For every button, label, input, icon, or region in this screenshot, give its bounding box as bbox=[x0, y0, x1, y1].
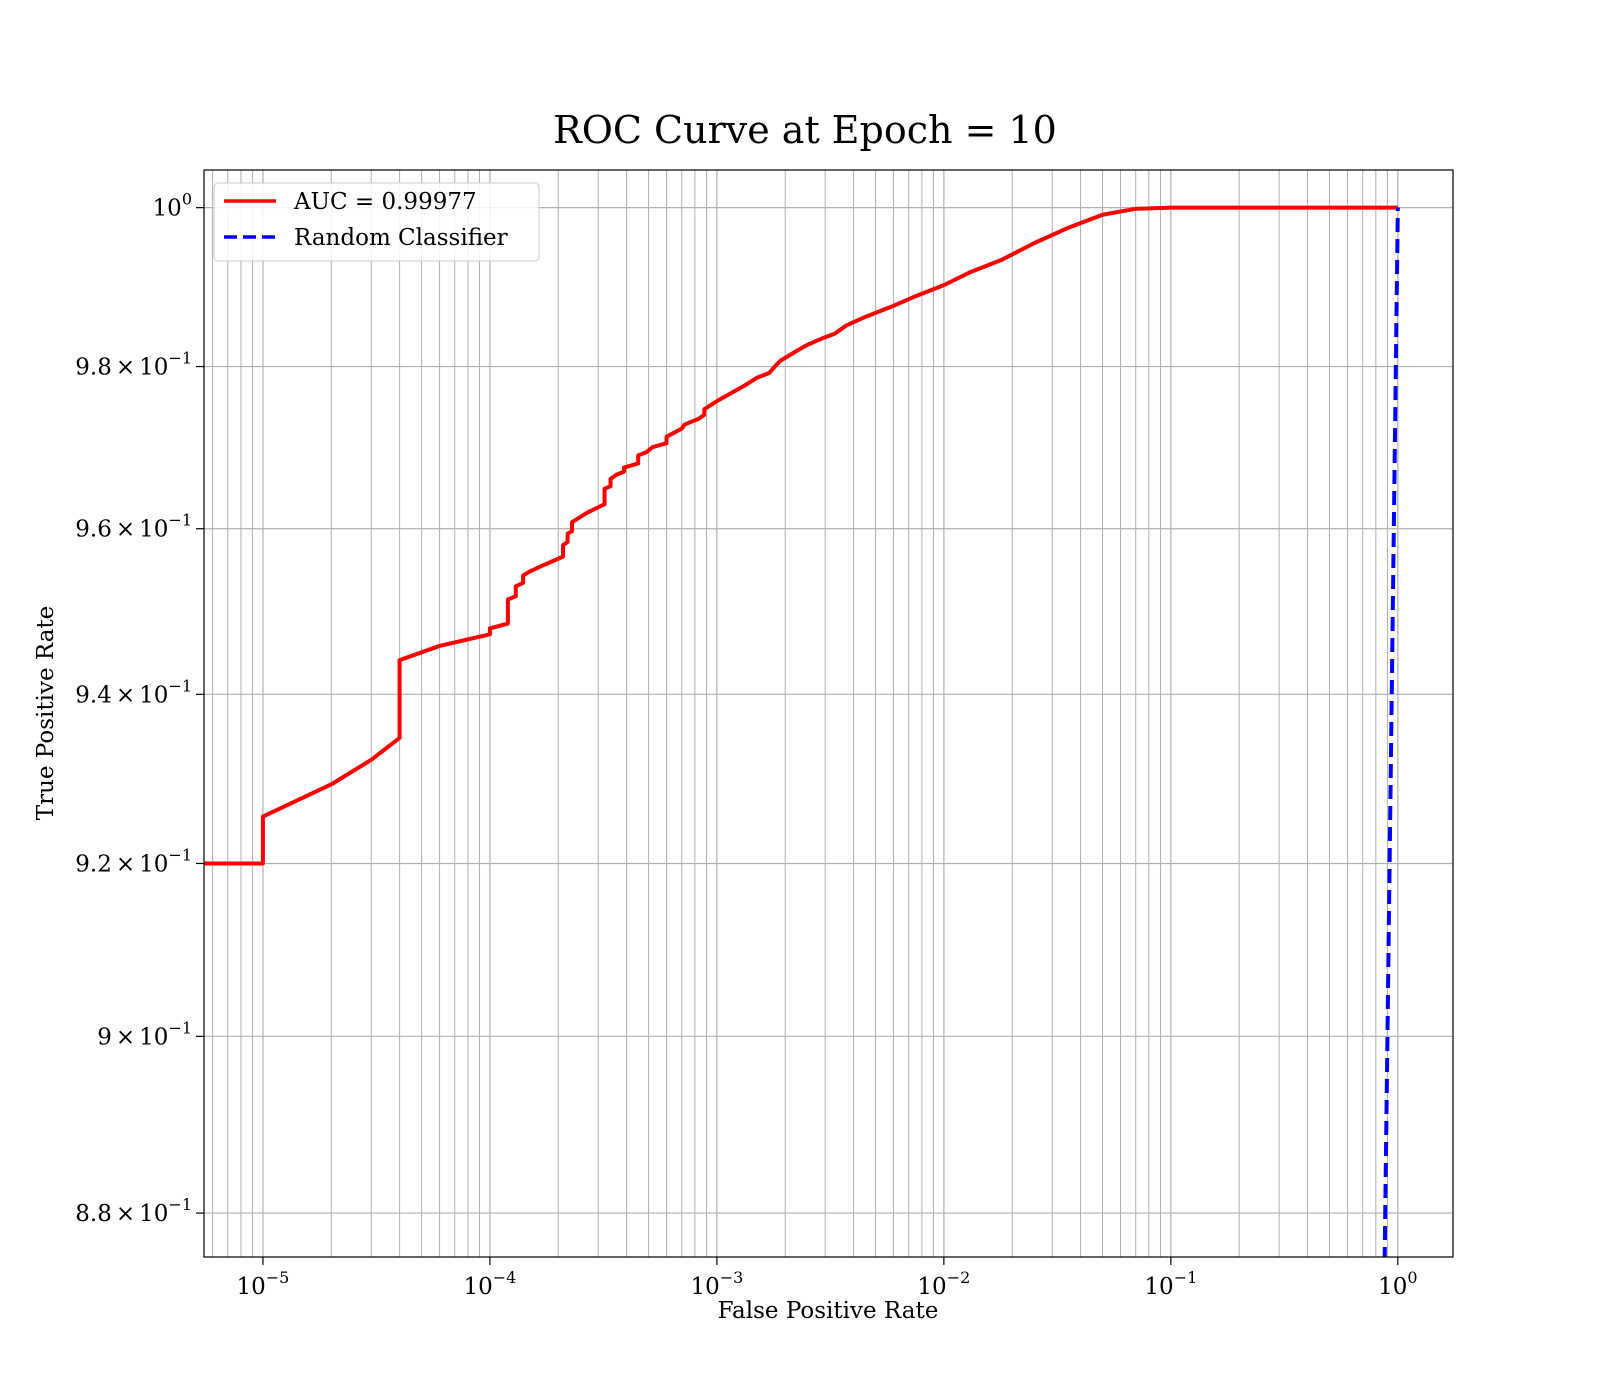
x-axis-label: False Positive Rate bbox=[718, 1298, 939, 1324]
y-tick-label: 9.2 × 10−1 bbox=[75, 845, 192, 877]
y-tick-label: 9 × 10−1 bbox=[97, 1018, 192, 1050]
plot-frame bbox=[203, 169, 1454, 1258]
legend-entry-auc: AUC = 0.99977 bbox=[293, 189, 477, 215]
x-tick-label: 10−1 bbox=[1144, 1268, 1197, 1300]
x-tick-label: 10−2 bbox=[917, 1268, 970, 1300]
y-tick-label: 8.8 × 10−1 bbox=[75, 1195, 192, 1227]
x-axis: 10−5 10−4 10−3 10−2 10−1 100 bbox=[236, 1257, 1418, 1300]
y-axis-label: True Positive Rate bbox=[33, 606, 59, 821]
y-axis: 8.8 × 10−1 9 × 10−1 9.2 × 10−1 9.4 × 10−1 9.6 × 10−1 9.… bbox=[75, 190, 204, 1227]
grid-lines bbox=[204, 170, 1453, 1257]
y-tick-label: 100 bbox=[153, 190, 192, 222]
legend: AUC = 0.99977 Random Classifier bbox=[213, 182, 540, 262]
random-classifier-line bbox=[1382, 207, 1400, 1257]
y-tick-label: 9.4 × 10−1 bbox=[75, 676, 192, 708]
x-tick-label: 10−5 bbox=[236, 1268, 289, 1300]
legend-entry-random: Random Classifier bbox=[294, 225, 508, 251]
y-tick-label: 9.8 × 10−1 bbox=[75, 349, 192, 381]
x-tick-label: 10−3 bbox=[690, 1268, 743, 1300]
series-layer bbox=[204, 205, 1400, 1257]
x-tick-label: 100 bbox=[1378, 1268, 1417, 1300]
x-tick-label: 10−4 bbox=[463, 1268, 516, 1300]
roc-curve-line bbox=[204, 205, 1398, 866]
y-tick-label: 9.6 × 10−1 bbox=[75, 511, 192, 543]
chart-title: ROC Curve at Epoch = 10 bbox=[553, 108, 1057, 152]
legend-box bbox=[213, 182, 540, 262]
